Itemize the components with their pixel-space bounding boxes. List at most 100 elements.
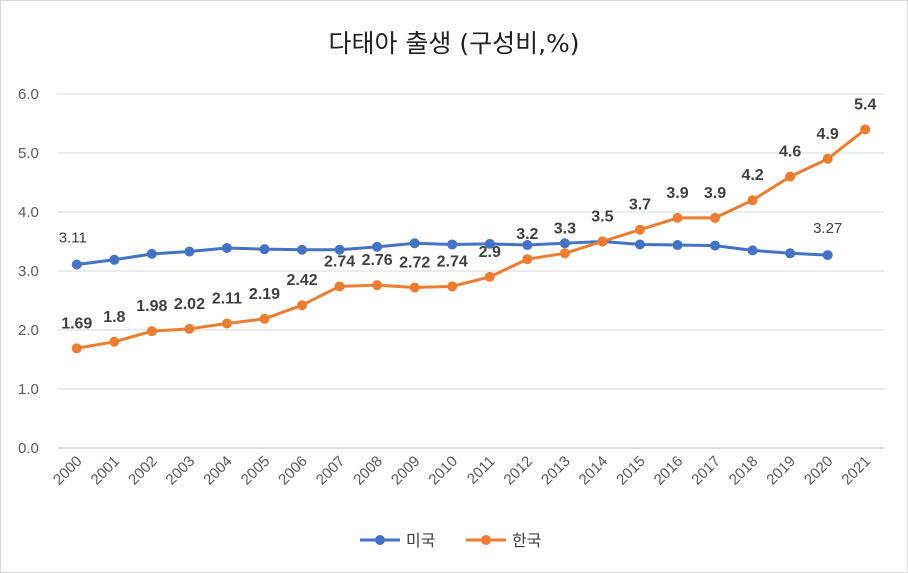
data-point: [710, 212, 721, 223]
gridlines: [58, 93, 884, 449]
x-tick-label: 2020: [801, 453, 837, 489]
legend-marker: [481, 535, 491, 545]
data-point: [184, 246, 195, 257]
data-label: 2.11: [212, 291, 242, 308]
x-tick-label: 2016: [651, 453, 687, 489]
x-tick-label: 2012: [501, 453, 537, 489]
data-point: [259, 244, 270, 255]
data-label: 4.2: [741, 167, 763, 184]
data-label: 2.74: [437, 253, 468, 270]
data-point: [710, 240, 721, 251]
data-point: [109, 254, 120, 265]
data-point: [297, 244, 308, 255]
x-tick-label: 2008: [350, 453, 386, 489]
data-label: 2.74: [324, 253, 355, 270]
y-tick-label: 4.0: [18, 204, 39, 221]
data-point: [409, 282, 420, 293]
legend: 미국 한국: [360, 531, 541, 550]
data-point: [447, 239, 458, 250]
y-tick-label: 1.0: [18, 381, 39, 398]
data-label: 3.27: [813, 220, 842, 237]
data-point: [559, 248, 570, 259]
x-tick-label: 2000: [50, 453, 86, 489]
x-tick-label: 2021: [838, 453, 874, 489]
data-label: 4.9: [817, 126, 839, 143]
data-point: [484, 271, 495, 282]
data-point: [597, 236, 608, 247]
chart-title: 다태아 출생 (구성비,%): [328, 29, 579, 58]
data-label: 1.69: [61, 315, 92, 332]
data-point: [109, 336, 120, 347]
data-point: [522, 240, 533, 251]
data-label: 2.02: [174, 296, 205, 313]
data-label: 5.4: [854, 96, 876, 113]
data-point: [559, 238, 570, 249]
data-label: 3.2: [516, 226, 538, 243]
x-tick-label: 2011: [464, 453, 499, 488]
data-label: 2.19: [249, 286, 280, 303]
data-label: 1.8: [103, 309, 125, 326]
y-tick-label: 5.0: [18, 145, 39, 162]
data-point: [672, 240, 683, 251]
data-point: [634, 239, 645, 250]
data-point: [860, 124, 871, 135]
x-tick-label: 2019: [763, 453, 799, 489]
y-tick-label: 2.0: [18, 322, 39, 339]
data-point: [634, 224, 645, 235]
x-tick-label: 2002: [125, 453, 161, 489]
data-point: [747, 195, 758, 206]
data-point: [372, 280, 383, 291]
x-tick-label: 2017: [688, 453, 724, 489]
data-label: 2.76: [362, 252, 393, 269]
x-tick-label: 2014: [576, 453, 612, 489]
data-point: [672, 212, 683, 223]
data-label: 2.42: [286, 272, 317, 289]
data-point: [221, 318, 232, 329]
legend-label-us: 미국: [406, 531, 435, 550]
y-tick-label: 0.0: [18, 440, 39, 457]
data-point: [447, 281, 458, 292]
x-tick-label: 2005: [238, 453, 274, 489]
x-tick-label: 2018: [726, 453, 762, 489]
y-axis-ticks: 0.0 1.0 2.0 3.0 4.0 5.0 6.0: [18, 86, 39, 457]
data-point: [259, 313, 270, 324]
data-point: [785, 171, 796, 182]
data-point: [146, 248, 157, 259]
data-point: [297, 300, 308, 311]
data-label: 3.3: [554, 220, 576, 237]
data-label: 3.9: [666, 185, 688, 202]
data-label: 2.72: [399, 255, 430, 272]
x-tick-label: 2006: [275, 453, 311, 489]
data-point: [334, 281, 345, 292]
data-point: [334, 244, 345, 255]
data-point: [409, 238, 420, 249]
x-tick-label: 2003: [163, 453, 199, 489]
data-point: [785, 248, 796, 259]
data-point: [484, 238, 495, 249]
data-label: 4.6: [779, 144, 801, 161]
data-point: [522, 254, 533, 265]
y-tick-label: 6.0: [18, 86, 39, 103]
data-label: 3.9: [704, 185, 726, 202]
x-tick-label: 2015: [613, 453, 649, 489]
x-tick-label: 2009: [388, 453, 424, 489]
x-tick-label: 2001: [88, 453, 124, 489]
data-label: 2.9: [479, 244, 501, 261]
data-label: 3.5: [591, 209, 613, 226]
x-axis-ticks: 2000 2001 2002 2003 2004 2005 2006 2007 2008 2009…: [50, 453, 874, 489]
data-point: [71, 259, 82, 270]
data-point: [822, 153, 833, 164]
data-point: [221, 242, 232, 253]
x-tick-label: 2013: [538, 453, 574, 489]
data-label: 3.7: [629, 197, 651, 214]
x-tick-label: 2007: [313, 453, 349, 489]
data-point: [747, 245, 758, 256]
data-point: [822, 250, 833, 261]
legend-marker: [375, 535, 385, 545]
data-point: [71, 343, 82, 354]
legend-label-kr: 한국: [512, 531, 541, 550]
series-line-kr: [76, 128, 867, 350]
data-point: [146, 326, 157, 337]
x-tick-label: 2004: [200, 453, 236, 489]
y-tick-label: 3.0: [18, 263, 39, 280]
